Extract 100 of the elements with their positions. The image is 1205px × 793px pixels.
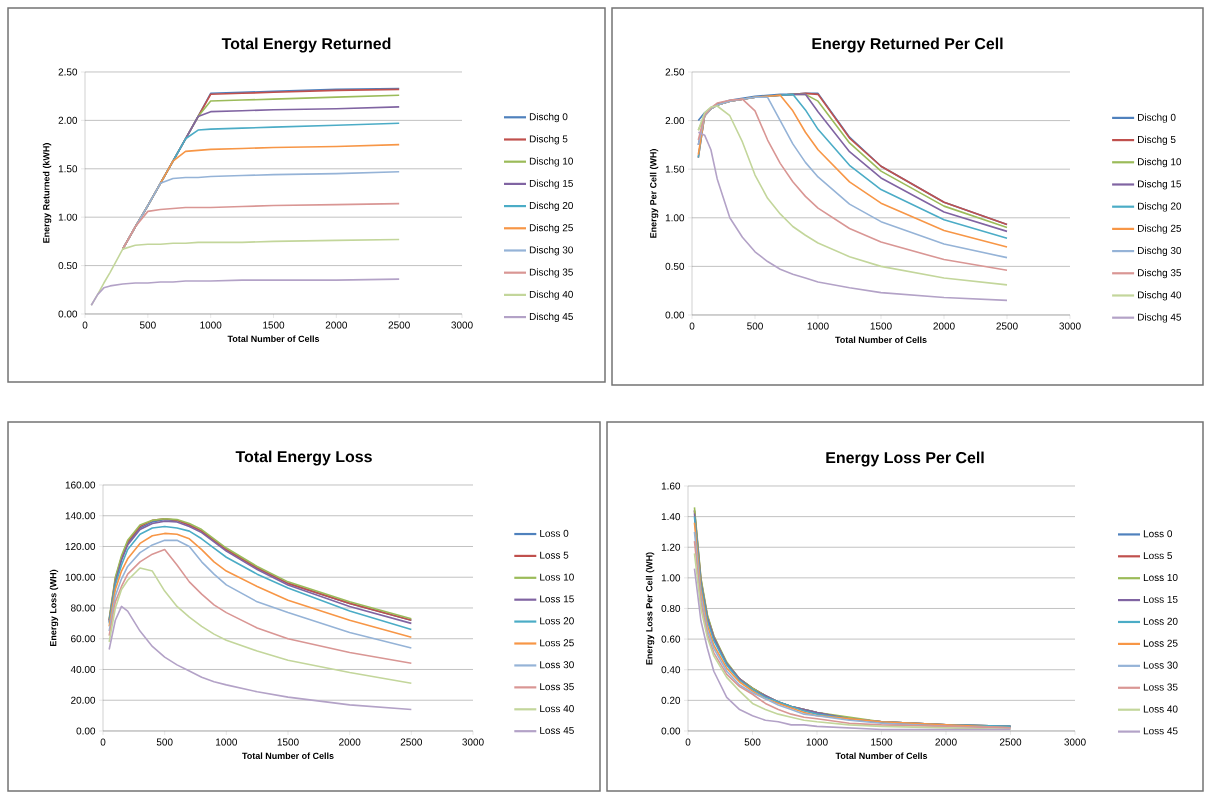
x-tick-label: 1000 xyxy=(806,738,828,746)
legend-label: Dischg 45 xyxy=(529,312,573,322)
legend-label: Dischg 30 xyxy=(1138,246,1182,257)
y-tick-label: 0.50 xyxy=(665,262,685,270)
y-tick-label: 60.00 xyxy=(71,635,96,643)
x-tick-label: 500 xyxy=(156,738,173,746)
x-tick-label: 2000 xyxy=(339,738,361,746)
chart-title: Total Energy Loss xyxy=(235,450,372,466)
x-tick-label: 3000 xyxy=(1064,738,1086,746)
y-tick-label: 160.00 xyxy=(65,481,96,489)
x-tick-label: 0 xyxy=(685,738,691,746)
x-axis-title: Total Number of Cells xyxy=(835,336,927,343)
legend-label: Loss 20 xyxy=(1143,617,1178,625)
legend-label: Dischg 30 xyxy=(529,246,573,256)
y-tick-label: 2.00 xyxy=(58,116,78,124)
legend-label: Loss 40 xyxy=(1143,705,1178,713)
y-tick-label: 1.00 xyxy=(661,574,681,582)
legend-label: Dischg 40 xyxy=(1138,291,1182,301)
x-axis-title: Total Number of Cells xyxy=(835,752,928,759)
y-tick-label: 1.00 xyxy=(665,214,685,222)
x-tick-label: 0 xyxy=(100,738,106,746)
x-tick-label: 1000 xyxy=(807,322,829,330)
y-tick-label: 2.50 xyxy=(665,68,685,76)
x-tick-label: 3000 xyxy=(1059,322,1081,330)
legend-label: Loss 25 xyxy=(540,639,574,647)
legend-label: Dischg 40 xyxy=(529,290,573,300)
x-tick-label: 2000 xyxy=(325,321,348,329)
legend-label: Dischg 10 xyxy=(529,157,573,167)
y-tick-label: 0.20 xyxy=(661,696,681,704)
legend-label: Dischg 5 xyxy=(1138,135,1176,146)
legend-label: Dischg 15 xyxy=(1138,180,1182,190)
y-tick-label: 140.00 xyxy=(65,512,96,520)
y-axis-title: Energy Loss (WH) xyxy=(49,569,59,646)
legend-label: Loss 30 xyxy=(540,661,574,669)
y-tick-label: 1.50 xyxy=(58,165,78,173)
legend-label: Dischg 25 xyxy=(529,223,573,234)
legend-label: Loss 20 xyxy=(540,617,574,625)
x-tick-label: 500 xyxy=(744,738,761,746)
legend-label: Loss 25 xyxy=(1143,639,1178,647)
y-axis-title: Energy Loss Per Cell (WH) xyxy=(645,552,655,665)
y-tick-label: 0.00 xyxy=(58,310,78,318)
y-tick-label: 1.40 xyxy=(661,513,681,521)
x-axis-title: Total Number of Cells xyxy=(227,335,320,342)
legend-label: Loss 5 xyxy=(1143,552,1173,560)
x-tick-label: 1000 xyxy=(200,321,222,329)
legend-label: Loss 35 xyxy=(540,683,574,691)
y-tick-label: 0.60 xyxy=(661,635,681,643)
x-tick-label: 1500 xyxy=(263,321,285,329)
x-tick-label: 1500 xyxy=(870,322,892,330)
x-tick-label: 2500 xyxy=(400,738,423,746)
legend-label: Loss 45 xyxy=(540,727,574,734)
legend-label: Loss 0 xyxy=(1143,530,1173,538)
legend-label: Loss 5 xyxy=(540,551,569,559)
legend-label: Dischg 25 xyxy=(1138,224,1182,234)
y-tick-label: 100.00 xyxy=(65,573,96,581)
x-tick-label: 0 xyxy=(689,322,695,330)
y-tick-label: 0.00 xyxy=(665,311,685,319)
legend-label: Loss 15 xyxy=(540,595,574,603)
legend-label: Loss 10 xyxy=(1143,573,1178,582)
legend-label: Loss 10 xyxy=(540,573,574,581)
legend-label: Dischg 20 xyxy=(1138,202,1182,212)
chart-title: Energy Returned Per Cell xyxy=(812,37,1003,53)
x-tick-label: 1500 xyxy=(277,738,299,746)
legend-label: Dischg 20 xyxy=(529,201,573,212)
legend-label: Dischg 10 xyxy=(1138,157,1182,168)
x-tick-label: 500 xyxy=(139,321,156,329)
x-tick-label: 2000 xyxy=(935,738,957,746)
chart-title: Energy Loss Per Cell xyxy=(826,451,984,467)
legend-label: Dischg 5 xyxy=(529,135,568,145)
legend-label: Loss 40 xyxy=(540,705,574,713)
legend-label: Loss 45 xyxy=(1143,727,1178,735)
y-tick-label: 20.00 xyxy=(71,696,96,704)
x-tick-label: 2000 xyxy=(933,322,955,330)
y-tick-label: 2.00 xyxy=(665,117,685,125)
legend-label: Dischg 35 xyxy=(1138,268,1182,279)
x-tick-label: 1000 xyxy=(216,738,238,746)
x-tick-label: 2500 xyxy=(999,738,1022,746)
legend-label: Dischg 45 xyxy=(1138,313,1182,323)
x-tick-label: 500 xyxy=(747,322,763,330)
y-tick-label: 1.20 xyxy=(661,543,681,551)
y-tick-label: 1.00 xyxy=(58,213,78,221)
x-tick-label: 3000 xyxy=(451,321,473,329)
y-tick-label: 80.00 xyxy=(70,604,96,612)
legend-label: Loss 0 xyxy=(540,529,569,537)
y-tick-label: 0.00 xyxy=(661,727,681,735)
y-tick-label: 1.60 xyxy=(661,482,681,490)
x-tick-label: 3000 xyxy=(462,738,484,746)
legend-label: Dischg 15 xyxy=(529,179,573,189)
y-axis-title: Energy Returned (kWH) xyxy=(42,143,52,243)
x-tick-label: 2500 xyxy=(996,322,1018,330)
x-tick-label: 1500 xyxy=(871,738,893,746)
y-tick-label: 1.50 xyxy=(665,165,685,173)
chart-title: Total Energy Returned xyxy=(221,37,391,53)
x-axis-title: Total Number of Cells xyxy=(242,752,334,759)
y-tick-label: 40.00 xyxy=(70,665,96,674)
legend-label: Loss 15 xyxy=(1143,595,1178,603)
y-tick-label: 2.50 xyxy=(58,68,78,76)
legend-label: Dischg 0 xyxy=(529,112,568,123)
y-tick-label: 0.40 xyxy=(661,666,681,674)
y-tick-label: 120.00 xyxy=(65,542,96,551)
